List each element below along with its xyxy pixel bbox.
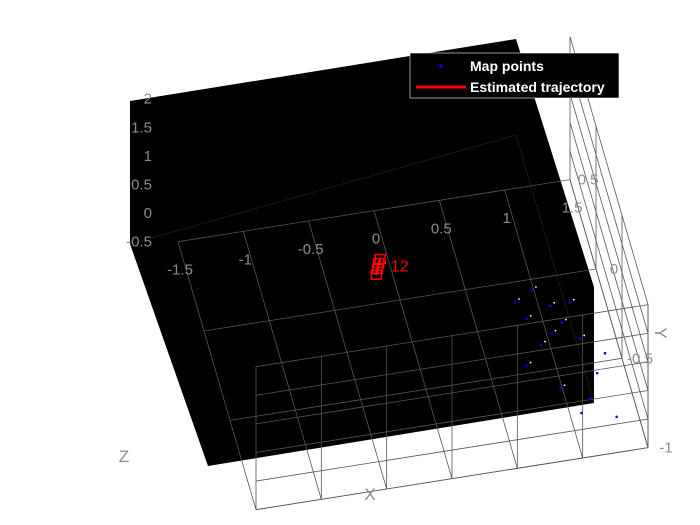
y-tick-label: 0.5 [578, 172, 599, 189]
grid-line-floor-x [504, 189, 584, 459]
map-point [615, 415, 618, 419]
map-point [525, 364, 528, 367]
y-tick-label: -1 [659, 440, 672, 457]
map-point-feature [553, 301, 556, 304]
map-point [525, 317, 528, 321]
x-tick-label: 1 [502, 210, 510, 227]
z-tick-labels: -0.5 0 0.5 1 1.5 2 [126, 91, 152, 251]
grid-line-floor-x [308, 220, 388, 490]
grid-line-back-z [255, 447, 649, 511]
grid-line-floor-x [438, 200, 518, 469]
grid-line-side-z [569, 93, 649, 362]
x-axis-label: X [364, 485, 375, 504]
map-point [550, 332, 553, 335]
map-point-feature [572, 298, 575, 301]
x-tick-labels: -1.5 -1 -0.5 0 0.5 1 1.5 [167, 200, 582, 279]
z-tick-label: 0 [144, 205, 152, 222]
map-point-feature [584, 409, 587, 411]
map-point-feature [529, 314, 532, 317]
grid-line-side-z [569, 179, 649, 448]
z-tick-label: 1.5 [131, 119, 152, 136]
grid-line-back-z [255, 390, 649, 453]
map-point-feature [529, 361, 532, 364]
map-point-feature [593, 394, 596, 397]
grid-line-side-z [569, 65, 649, 334]
legend-box [409, 52, 620, 99]
grid-line-back-z [255, 332, 649, 396]
map-point [595, 371, 599, 375]
map-point [580, 411, 583, 415]
annotation-label: 12 [391, 259, 409, 276]
map-point [539, 343, 543, 346]
floor-panel [130, 135, 594, 466]
z-axis-label: Z [119, 447, 129, 466]
grid-line-floor-x [242, 231, 322, 500]
map-point [513, 300, 517, 304]
map-point [568, 301, 572, 305]
grid-line-floor-x [373, 210, 453, 479]
camera-pose [370, 269, 383, 280]
grid-line-side-z [569, 150, 649, 420]
grid-line-side-z [569, 122, 649, 391]
grid-line-floor-x [177, 241, 257, 510]
grid-line-floor-y [203, 268, 597, 332]
map-point-feature [600, 369, 603, 372]
trajectory-line [375, 259, 382, 276]
legend-entry-label: Estimated trajectory [470, 79, 605, 95]
map-point [559, 386, 562, 390]
map-point-feature [563, 384, 566, 387]
camera-pose [374, 253, 386, 265]
z-tick-label: 2 [144, 91, 152, 108]
y-tick-label: -0.5 [627, 350, 653, 367]
grid-line-floor-y [177, 179, 571, 243]
x-tick-label: 0 [372, 231, 380, 248]
x-tick-label: -1 [239, 251, 252, 268]
grid-line-back-z [255, 361, 649, 425]
camera-pose [371, 263, 384, 275]
grid-line-floor-y [229, 357, 623, 421]
map-point-feature [583, 334, 586, 337]
map-point-feature [554, 329, 557, 332]
x-tick-label: 1.5 [562, 200, 583, 217]
map-point [578, 337, 582, 340]
map-point-feature [544, 340, 546, 343]
x-tick-label: -0.5 [298, 241, 324, 258]
map-point-feature [535, 286, 537, 288]
grid-line-back-z [255, 418, 649, 482]
y-tick-labels: -1 -0.5 0 0.5 [578, 172, 673, 457]
z-tick-label: 0.5 [131, 176, 152, 193]
map-point [530, 288, 534, 292]
z-tick-label: 1 [144, 148, 152, 165]
legend-items: Map points Estimated trajectory [416, 58, 605, 95]
map-point-feature [619, 412, 622, 415]
map-point [560, 321, 564, 324]
legend[interactable]: Map points Estimated trajectory [409, 52, 620, 99]
z-tick-label: -0.5 [126, 234, 152, 251]
grid-line-back-z [255, 304, 649, 368]
x-tick-label: 0.5 [431, 220, 452, 237]
legend-marker-map-points [439, 64, 443, 68]
axes-panels [130, 39, 594, 466]
y-tick-label: 0 [610, 261, 618, 278]
data-layer: 12 [370, 253, 622, 419]
y-axis-label: Y [651, 327, 670, 338]
map-point-feature [518, 298, 520, 300]
map-point [548, 304, 552, 308]
map-point-feature [565, 318, 567, 321]
right-wall-panel [516, 39, 594, 403]
map-point [603, 351, 607, 355]
x-tick-label: -1.5 [167, 262, 193, 279]
map-point-feature [608, 349, 610, 352]
legend-entry-label: Map points [470, 58, 544, 74]
map-point [589, 397, 593, 400]
